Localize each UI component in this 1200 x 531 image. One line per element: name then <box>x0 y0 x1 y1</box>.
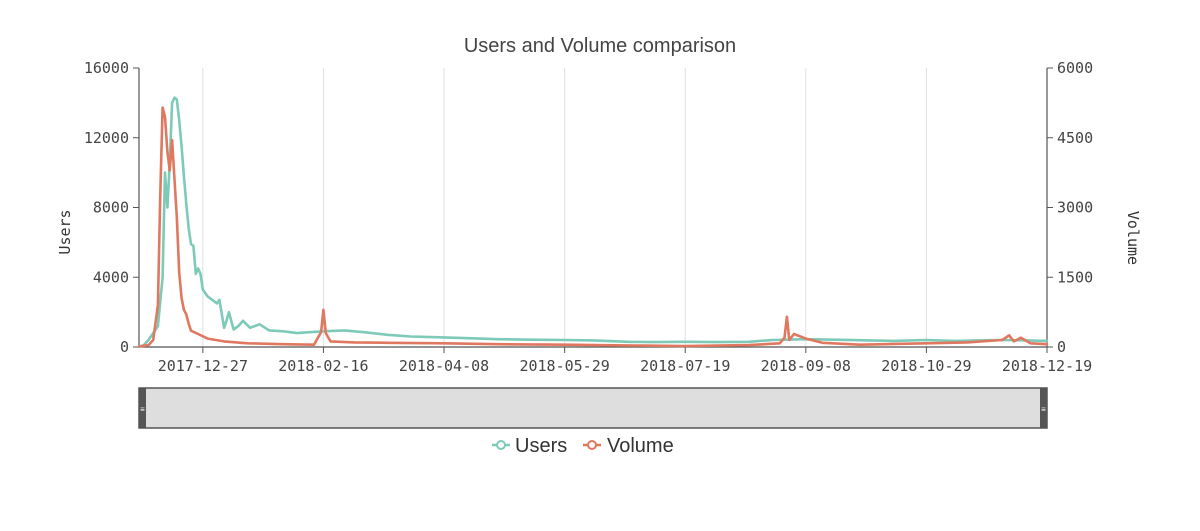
y-axis-left-label: Users <box>56 209 74 254</box>
x-tick-label: 2017-12-27 <box>158 357 248 375</box>
x-tick-label: 2018-04-08 <box>399 357 489 375</box>
series-line-volume <box>137 106 1049 348</box>
x-tick-label: 2018-09-08 <box>761 357 851 375</box>
x-tick-label: 2018-12-19 <box>1002 357 1092 375</box>
range-navigator[interactable]: ≡ ≡ <box>138 387 1048 429</box>
axes-layer: 2017-12-27 2018-02-16 2018-04-08 2018-05-29… <box>84 59 1093 375</box>
x-tick-label: 2018-10-29 <box>881 357 971 375</box>
y-left-tick-label: 16000 <box>84 59 129 77</box>
navigator-track[interactable] <box>138 387 1048 429</box>
series-line-users <box>137 96 1049 348</box>
y-right-tick-label: 0 <box>1057 338 1066 356</box>
y-left-tick-label: 8000 <box>93 199 129 217</box>
y-left-tick-label: 0 <box>120 338 129 356</box>
navigator-left-grip-icon: ≡ <box>140 405 145 414</box>
x-tick-label: 2018-05-29 <box>519 357 609 375</box>
series-layer <box>137 96 1049 348</box>
y-right-tick-label: 4500 <box>1057 129 1093 147</box>
legend-item-users[interactable]: Users <box>492 435 567 457</box>
x-tick-label: 2018-02-16 <box>278 357 368 375</box>
legend-item-volume[interactable]: Volume <box>583 435 674 457</box>
grid-layer <box>202 68 1048 347</box>
y-right-tick-label: 1500 <box>1057 268 1093 286</box>
navigator-right-handle[interactable] <box>1040 388 1047 428</box>
x-tick-label: 2018-07-19 <box>640 357 730 375</box>
y-axis-right-label: Volume <box>1124 211 1142 265</box>
legend: Users Volume <box>492 435 674 457</box>
y-right-tick-label: 6000 <box>1057 59 1093 77</box>
navigator-left-handle[interactable] <box>139 388 146 428</box>
y-right-tick-label: 3000 <box>1057 199 1093 217</box>
legend-users-marker-icon <box>496 440 506 450</box>
chart-title: Users and Volume comparison <box>464 35 736 57</box>
legend-users-label: Users <box>515 435 567 457</box>
navigator-right-grip-icon: ≡ <box>1041 405 1046 414</box>
legend-volume-marker-icon <box>587 440 597 450</box>
y-left-tick-label: 4000 <box>93 268 129 286</box>
legend-volume-label: Volume <box>607 435 674 457</box>
y-left-tick-label: 12000 <box>84 129 129 147</box>
